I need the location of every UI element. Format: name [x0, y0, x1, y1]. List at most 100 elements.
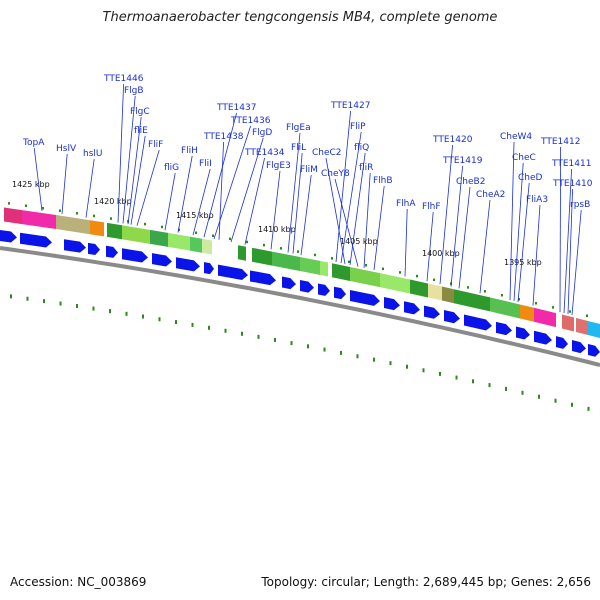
cog-segment [168, 232, 190, 251]
gc-skew-dot [76, 304, 78, 309]
gene-label: FliL [291, 143, 306, 153]
gc-skew-dot [26, 296, 29, 301]
gc-skew-dot [382, 267, 384, 271]
gc-skew-dot [142, 314, 144, 319]
gc-skew-dot [297, 250, 299, 253]
gc-skew-dot [59, 209, 61, 212]
scale-ticks: 1425 kbp 1420 kbp 1415 kbp 1410 kbp 1405 kbp… [12, 180, 542, 267]
gc-skew-dot [433, 278, 435, 282]
gene-label: FlhF [422, 202, 441, 212]
cds-arrow [282, 276, 296, 290]
gene-label: FliP [350, 122, 366, 132]
cds-arrow [350, 289, 380, 306]
cog-segment [410, 279, 428, 298]
backbone-line [0, 246, 600, 367]
gc-skew-dot [93, 214, 95, 218]
cog-segment [22, 210, 56, 230]
gc-skew-dot [43, 299, 45, 304]
gc-skew-dot [535, 302, 537, 305]
cds-arrow [122, 248, 148, 263]
gene-label: CheA2 [476, 190, 505, 200]
cog-segment [520, 304, 534, 322]
leader-line [567, 188, 573, 315]
gc-skew-dot [569, 310, 571, 313]
scale-label: 1405 kbp [340, 237, 378, 246]
gene-label: TTE1446 [103, 74, 144, 84]
cds-arrow [0, 230, 17, 243]
gc-skew-dot [241, 331, 243, 336]
gc-skew-dot [406, 364, 408, 369]
leader-line [450, 165, 463, 287]
cog-segment [380, 273, 410, 294]
cog-segment [300, 256, 320, 275]
genome-summary: Topology: circular; Length: 2,689,445 bp… [261, 575, 591, 589]
gene-label: FlgE3 [266, 161, 291, 171]
gc-skew-dot [586, 314, 588, 317]
gene-label: TTE1434 [244, 148, 285, 158]
cog-segment [202, 238, 212, 255]
cds-arrow [218, 264, 248, 280]
leader-line [479, 199, 491, 294]
gc-skew-dot [467, 286, 469, 289]
gene-label: TTE1412 [540, 137, 580, 147]
gene-label: HslV [56, 144, 77, 154]
leader-line [340, 131, 362, 264]
gc-skew-dot [587, 406, 590, 411]
leader-lines [33, 83, 582, 316]
cds-arrow [300, 279, 314, 293]
gene-label: FlgD [252, 128, 272, 138]
leader-line [532, 204, 541, 306]
leader-line [426, 211, 434, 282]
cds-arrow [176, 257, 200, 272]
leader-line [203, 112, 237, 238]
gc-skew-dot [501, 293, 503, 297]
gene-label: FliH [181, 146, 198, 156]
cog-segment [428, 283, 442, 301]
cog-segment [534, 307, 556, 328]
gc-skew-dot [472, 379, 474, 384]
cds-arrow [572, 340, 586, 354]
cog-segment [454, 289, 490, 312]
gc-skew-dot [125, 311, 128, 316]
cds-arrow [588, 343, 600, 357]
leader-line [244, 157, 265, 245]
gc-skew-dot [76, 212, 78, 215]
gc-skew-dot [263, 243, 265, 247]
gc-skew-dot [178, 228, 180, 232]
cds-arrow [204, 262, 214, 275]
gc-skew-dot [422, 368, 425, 373]
cds-arrow [250, 270, 276, 286]
gc-skew-dot [110, 217, 112, 220]
cds-arrow [556, 336, 568, 349]
gene-label: rpsB [570, 200, 590, 210]
cds-arrow [516, 326, 530, 340]
gc-skew-dot [246, 240, 248, 244]
gc-skew-dot [488, 383, 491, 388]
leader-line [270, 170, 281, 250]
gene-label: FlgEa [286, 123, 311, 133]
gc-skew-dot [175, 320, 177, 325]
gc-skew-dot [484, 290, 486, 293]
leader-line [287, 132, 301, 253]
leader-line [363, 172, 371, 268]
gc-skew-dot [455, 375, 458, 380]
gc-skew-dot [212, 234, 214, 238]
leader-line [439, 144, 453, 285]
cog-segment [350, 266, 380, 288]
cds-arrow [424, 305, 440, 319]
gc-skew-dot [340, 350, 342, 355]
cds-arrow [318, 283, 330, 296]
scale-label: 1415 kbp [176, 211, 214, 220]
leader-line [117, 83, 124, 223]
gc-skew-dot [399, 271, 401, 274]
gene-label: TTE1427 [330, 101, 370, 111]
cog-segment [4, 207, 22, 225]
gene-label: TTE1436 [230, 116, 271, 126]
gc-skew-dot [42, 206, 44, 210]
leader-line [300, 174, 312, 256]
cds-arrow [464, 314, 492, 331]
cog-segment [122, 225, 150, 244]
gc-skew-dot [554, 398, 557, 403]
scale-label: 1425 kbp [12, 180, 50, 189]
